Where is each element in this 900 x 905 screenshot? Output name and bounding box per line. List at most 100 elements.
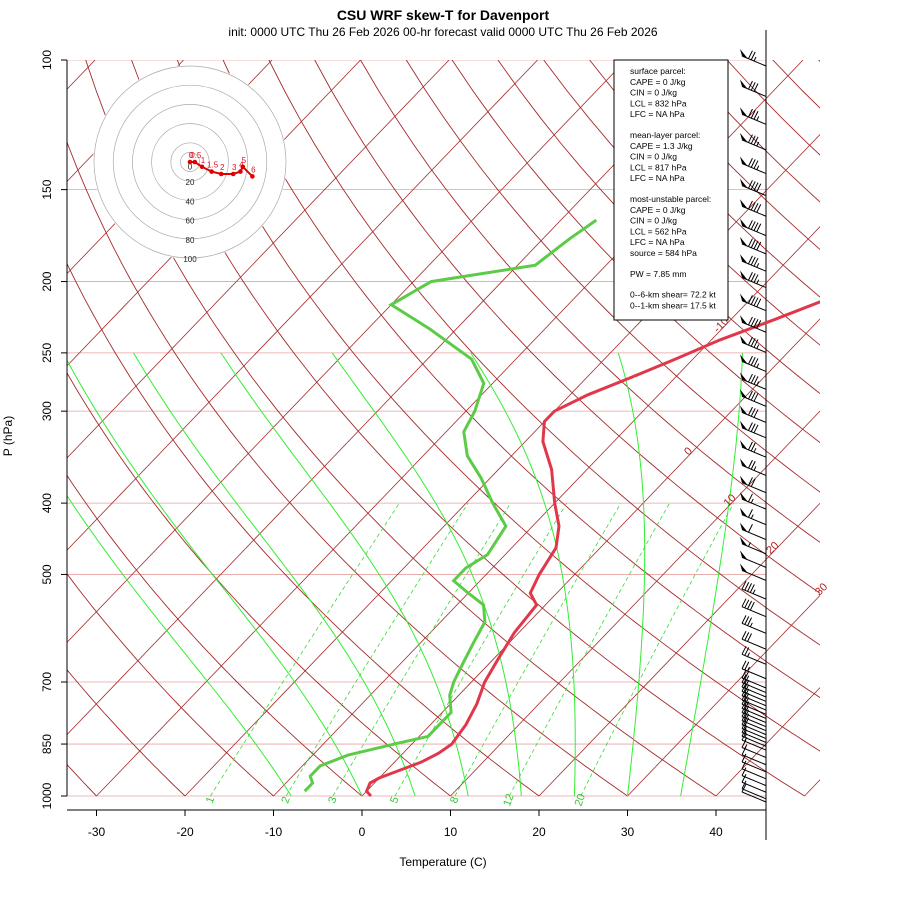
wind-barb-half bbox=[751, 499, 753, 503]
wind-barb bbox=[740, 405, 766, 422]
stats-line: LCL = 832 hPa bbox=[630, 98, 687, 108]
stats-line: most-unstable parcel: bbox=[630, 194, 711, 204]
wind-barb bbox=[740, 523, 766, 540]
wind-barb-half bbox=[753, 590, 755, 594]
wind-barb bbox=[740, 354, 766, 371]
stats-line: CAPE = 1.3 J/kg bbox=[630, 141, 693, 151]
stats-line: source = 584 hPa bbox=[630, 248, 697, 258]
y-tick-label: 700 bbox=[40, 672, 54, 692]
wind-barb-half bbox=[757, 166, 759, 170]
wind-barb bbox=[740, 237, 766, 254]
wind-barb bbox=[740, 157, 766, 174]
wind-barb bbox=[740, 421, 766, 438]
wind-barb-half bbox=[757, 364, 759, 368]
isotherm-label: 20 bbox=[764, 540, 781, 557]
wind-barb bbox=[740, 372, 766, 389]
stats-line: CAPE = 0 J/kg bbox=[630, 77, 686, 87]
hodograph-point bbox=[200, 165, 205, 170]
wind-barb bbox=[740, 219, 766, 236]
wind-barb-half bbox=[754, 466, 756, 470]
hodograph-ring-label: 80 bbox=[186, 236, 195, 245]
hodograph-point bbox=[241, 165, 246, 170]
wind-barb bbox=[740, 271, 766, 288]
stats-line: 0--1-km shear= 17.5 kt bbox=[630, 300, 716, 310]
hodograph-point bbox=[193, 160, 198, 165]
isotherm-line bbox=[805, 60, 900, 796]
stats-line: CIN = 0 J/kg bbox=[630, 88, 677, 98]
stats-line: CIN = 0 J/kg bbox=[630, 152, 677, 162]
y-tick-label: 300 bbox=[40, 401, 54, 421]
wind-barb bbox=[742, 599, 766, 617]
mixing-ratio-label: 12 bbox=[501, 792, 516, 808]
stats-line: CAPE = 0 J/kg bbox=[630, 205, 686, 215]
y-tick-label: 100 bbox=[40, 50, 54, 70]
x-tick-label: -10 bbox=[265, 825, 283, 839]
hodograph-ring-label: 100 bbox=[183, 255, 197, 264]
hodograph-point-label: 3 bbox=[232, 163, 237, 172]
y-tick-label: 200 bbox=[40, 271, 54, 291]
x-tick-label: 30 bbox=[621, 825, 635, 839]
wind-barb bbox=[740, 550, 766, 567]
hodograph-point bbox=[231, 172, 236, 177]
mixing-ratio-label: 3 bbox=[326, 795, 339, 805]
hodograph-point-label: 6 bbox=[251, 165, 256, 174]
hodograph-point-label: 1 bbox=[201, 156, 206, 165]
hodograph-ring-label: 40 bbox=[186, 197, 195, 206]
mixing-ratio-label: 8 bbox=[448, 795, 461, 805]
stats-line: LCL = 817 hPa bbox=[630, 162, 687, 172]
mixing-ratio-label: 1 bbox=[204, 795, 217, 805]
dry-adiabat-line bbox=[773, 60, 900, 796]
wind-barb-shaft bbox=[742, 515, 766, 525]
wind-barb-half bbox=[754, 448, 756, 452]
y-tick-label: 850 bbox=[40, 734, 54, 754]
dry-adiabat-line bbox=[819, 60, 900, 796]
wind-barb-half bbox=[754, 57, 756, 61]
mixing-ratio-label: 20 bbox=[573, 792, 588, 808]
mixing-ratio-line bbox=[509, 503, 669, 796]
wind-barb bbox=[740, 508, 766, 525]
stats-line: LFC = NA hPa bbox=[630, 237, 685, 247]
stats-line: 0--6-km shear= 72.2 kt bbox=[630, 290, 716, 300]
wind-barb-half bbox=[751, 515, 753, 519]
x-tick-label: 10 bbox=[444, 825, 458, 839]
mixing-ratio-label: 5 bbox=[388, 795, 401, 805]
mixing-ratio-line bbox=[581, 503, 734, 796]
y-tick-label: 500 bbox=[40, 564, 54, 584]
wind-barb-half bbox=[757, 263, 759, 267]
y-tick-label: 400 bbox=[40, 493, 54, 513]
wind-barb bbox=[742, 581, 766, 599]
hodograph-point-label: 5 bbox=[242, 156, 247, 165]
stats-line: CIN = 0 J/kg bbox=[630, 216, 677, 226]
mixing-ratio-line bbox=[455, 503, 621, 796]
isotherm-label: 10 bbox=[721, 492, 738, 509]
hodograph-point bbox=[238, 169, 243, 174]
isotherm-line bbox=[274, 60, 900, 796]
dry-adiabat-line bbox=[315, 60, 900, 796]
x-axis-label: Temperature (C) bbox=[399, 855, 486, 869]
isotherm-line bbox=[893, 60, 900, 796]
wind-barb-half bbox=[748, 542, 750, 546]
y-tick-label: 150 bbox=[40, 179, 54, 199]
hodograph-point bbox=[188, 160, 193, 165]
wind-barb-shaft bbox=[742, 483, 766, 493]
stats-line: LFC = NA hPa bbox=[630, 109, 685, 119]
dry-adiabat-line bbox=[269, 60, 900, 796]
stats-line: LCL = 562 hPa bbox=[630, 226, 687, 236]
x-tick-label: 20 bbox=[532, 825, 546, 839]
wind-barb bbox=[740, 440, 766, 457]
hodograph-ring-label: 60 bbox=[186, 217, 195, 226]
wind-barb-half bbox=[748, 653, 750, 657]
x-tick-label: -30 bbox=[88, 825, 106, 839]
y-tick-label: 250 bbox=[40, 343, 54, 363]
wind-barb-half bbox=[750, 623, 752, 627]
mixing-ratio-label: 2 bbox=[279, 795, 292, 805]
wind-barb bbox=[740, 179, 766, 196]
wind-barb-shaft bbox=[742, 589, 766, 599]
wind-barb bbox=[742, 784, 766, 802]
wind-barb bbox=[740, 492, 766, 509]
chart-title: CSU WRF skew-T for Davenport bbox=[337, 7, 550, 23]
wind-barb bbox=[742, 615, 766, 633]
x-tick-label: 0 bbox=[359, 825, 366, 839]
